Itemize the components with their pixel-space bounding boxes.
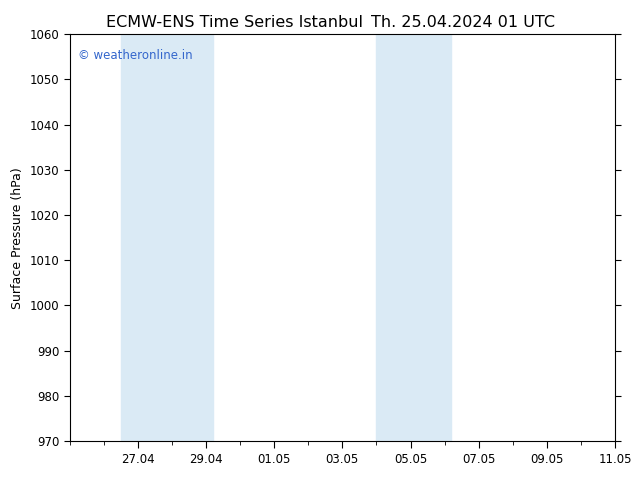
Y-axis label: Surface Pressure (hPa): Surface Pressure (hPa) bbox=[11, 167, 24, 309]
Text: ECMW-ENS Time Series Istanbul: ECMW-ENS Time Series Istanbul bbox=[106, 15, 363, 30]
Bar bbox=[121, 34, 213, 441]
Text: Th. 25.04.2024 01 UTC: Th. 25.04.2024 01 UTC bbox=[371, 15, 555, 30]
Bar bbox=[377, 34, 451, 441]
Text: © weatheronline.in: © weatheronline.in bbox=[78, 49, 193, 62]
